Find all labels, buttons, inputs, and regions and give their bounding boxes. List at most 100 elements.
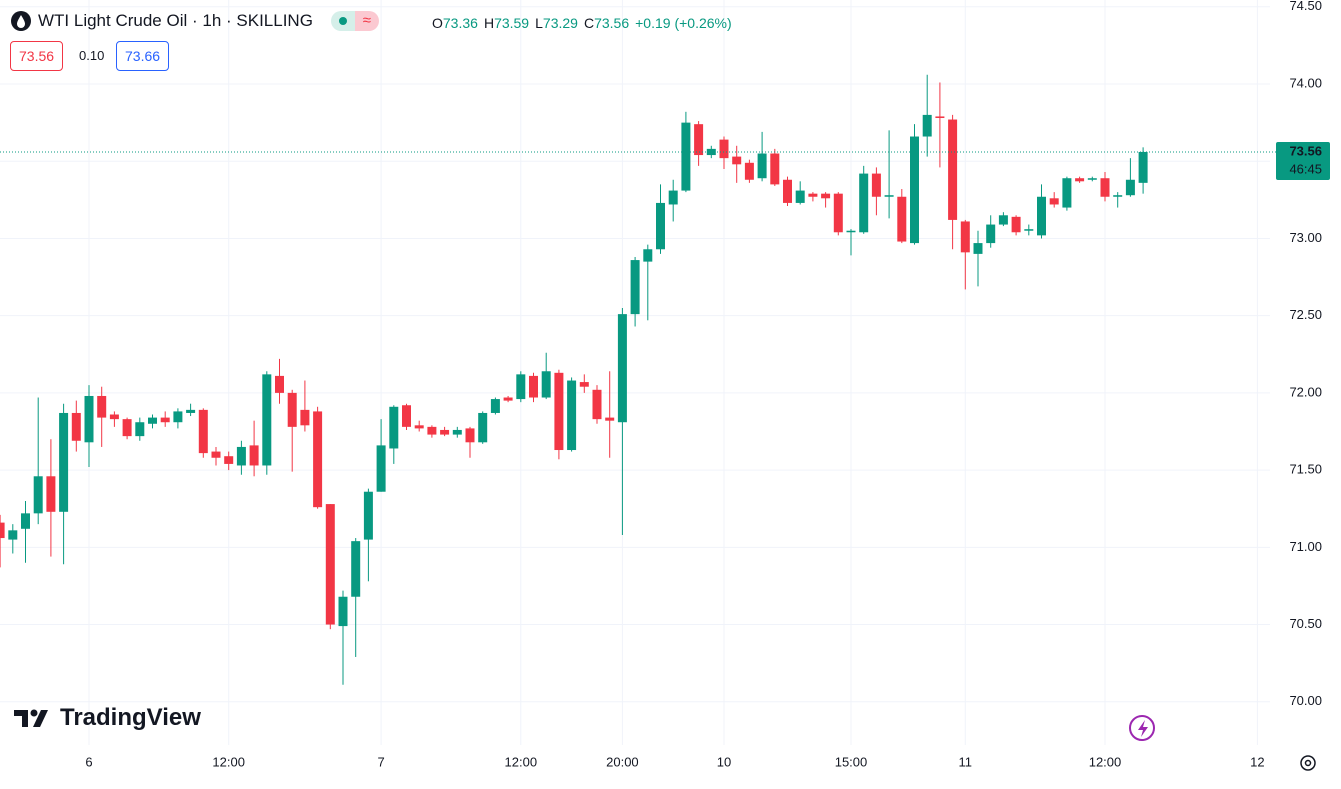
y-tick-label: 72.50 [1289,307,1322,322]
candle-body [198,409,208,454]
candle-body [59,412,69,512]
candle-body [287,392,297,427]
candle-body [236,446,246,466]
x-tick-label: 12 [1250,754,1264,769]
candle-body [1075,178,1085,182]
candle-body [859,173,869,233]
y-tick-label: 74.00 [1289,75,1322,90]
candle-body [935,116,945,118]
ohlc-key: L [535,15,543,31]
candle-body [338,596,348,627]
y-tick-label: 73.00 [1289,230,1322,245]
candle-body [605,417,615,421]
candle-body [313,411,323,508]
candle-body [846,230,856,233]
candle-body [0,522,5,539]
candle-body [389,406,399,449]
candle-body [275,375,284,393]
candle-body [109,414,119,420]
x-tick-label: 11 [959,754,973,769]
x-tick-label: 7 [377,754,384,769]
y-tick-label: 74.50 [1289,0,1322,13]
candle-body [148,417,157,424]
candle-body [262,374,272,466]
candle-body [71,412,81,441]
candle-body [630,260,640,315]
candle-body [300,409,310,426]
candle-body [8,530,18,540]
candle-body [186,409,196,413]
candle-body [1087,178,1097,180]
y-tick-label: 71.00 [1289,539,1322,554]
candle-body [922,114,932,137]
candle-body [516,374,526,400]
candle-body [897,196,907,242]
last-price-label: 73.56 [1289,143,1322,158]
candle-body [732,156,742,165]
candle-body [833,193,843,233]
candle-body [351,541,361,597]
candle-body [719,139,729,159]
y-tick-label: 72.00 [1289,384,1322,399]
candle-body [427,426,437,435]
candle-body [249,445,259,466]
ohlc-value: 73.36 [442,15,478,31]
candle-body [46,476,56,512]
candle-body [325,504,335,625]
ask-box[interactable]: 73.66 [116,41,170,71]
candle-body [503,397,513,401]
x-tick-label: 10 [717,754,731,769]
candle-body [1062,178,1072,208]
candle-body [592,389,602,420]
settings-dot [1304,759,1312,767]
candle-body [884,195,894,197]
candle-body [135,422,145,437]
candle-body [770,153,780,185]
candle-body [1113,195,1123,197]
candle-body [694,124,704,156]
candle-body [1037,196,1046,236]
candle-body [414,425,424,429]
bid-box[interactable]: 73.56 [10,41,64,71]
ohlc-key: C [583,15,595,31]
symbol-header[interactable]: WTI Light Crude Oil · 1h · SKILLING ≈ [10,10,379,32]
candle-body [948,119,958,220]
candle-body [960,221,970,253]
logo: TradingView [14,704,201,732]
candle-body [541,371,551,398]
candle-body [656,202,665,250]
symbol-title: WTI Light Crude Oil · 1h · SKILLING [38,11,313,30]
candle-body [821,193,831,199]
candle-body [478,412,488,443]
candle-body [986,224,996,244]
candle-body [211,451,221,458]
settings-icon [1300,755,1316,771]
candle-body [490,399,500,413]
candle-body [973,243,983,254]
candle-body [1138,151,1148,183]
ohlc-value: 73.56 [594,15,630,31]
logo-text: TradingView [60,704,201,731]
candle-body [376,445,386,492]
candle-body [910,136,919,244]
candle-body [643,249,653,262]
status-pills[interactable]: ≈ [330,11,379,31]
y-tick-label: 71.50 [1289,462,1322,477]
candle-body [757,153,767,179]
x-tick-label: 12:00 [505,754,538,769]
candle-body [84,395,94,443]
candle-body [1049,198,1059,205]
candle-body [122,419,132,437]
candle-body [567,380,577,451]
candle-body [33,476,43,514]
ohlc-value: 73.29 [542,15,578,31]
y-tick-label: 70.50 [1289,616,1322,631]
candle-body [998,215,1008,225]
x-tick-label: 20:00 [606,754,639,769]
flash-icon [1129,715,1155,741]
candle-body [440,429,450,435]
last-price-badge [1276,141,1330,180]
y-tick-label: 70.00 [1289,693,1322,708]
candle-body [363,491,373,540]
